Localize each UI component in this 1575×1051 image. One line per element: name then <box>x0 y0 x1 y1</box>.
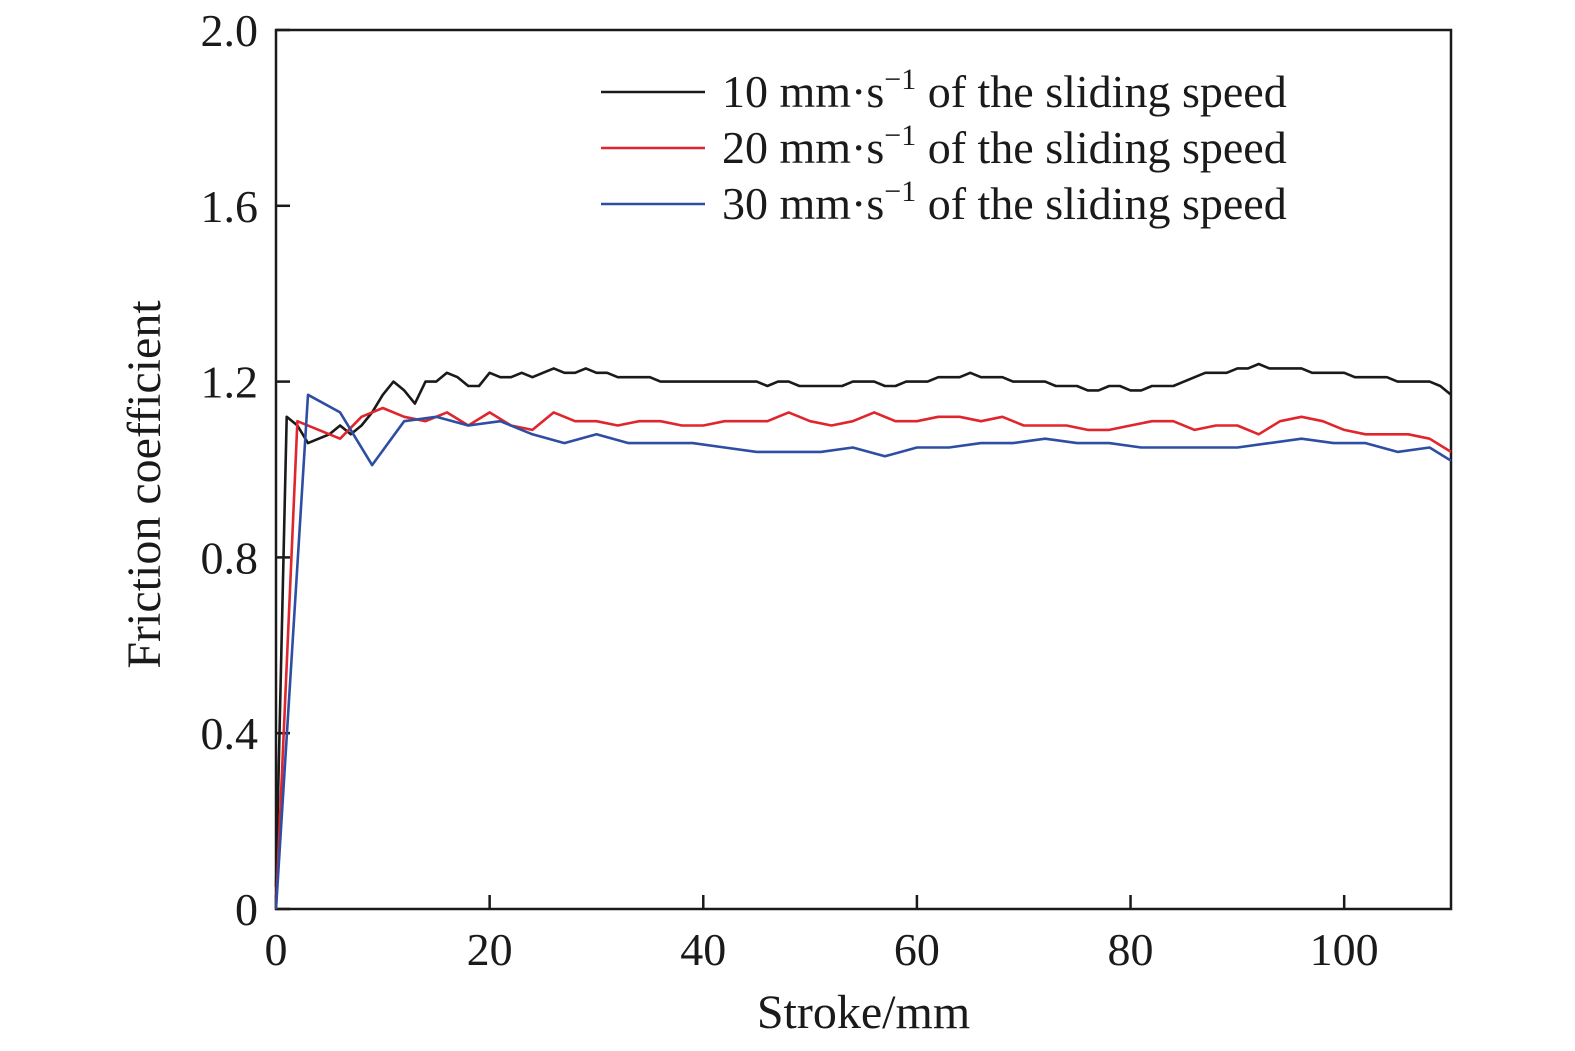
legend-label: 30 mm·s−1 of the sliding speed <box>722 175 1287 229</box>
x-tick-label: 0 <box>265 924 288 975</box>
series-line-3 <box>274 393 1452 910</box>
series-lines <box>274 362 1452 910</box>
legend-item-3: 30 mm·s−1 of the sliding speed <box>601 175 1287 229</box>
y-tick-label: 0.4 <box>201 708 259 759</box>
plot-frame <box>274 28 1453 911</box>
y-tick-label: 2.0 <box>201 5 259 56</box>
y-tick-label: 0.8 <box>201 532 259 583</box>
y-tick-label: 1.2 <box>201 357 259 408</box>
x-tick-label: 100 <box>1310 924 1379 975</box>
x-tick-label: 80 <box>1108 924 1154 975</box>
y-tick-label: 1.6 <box>201 181 259 232</box>
plot-area: 0 20 40 60 80 100 0 0.4 0.8 1.2 1.6 2.0 <box>201 5 1453 975</box>
x-tick-label: 40 <box>680 924 726 975</box>
y-tick-label: 0 <box>235 884 258 935</box>
x-tick-label: 60 <box>894 924 940 975</box>
x-axis-title: Stroke/mm <box>757 986 970 1039</box>
legend-label: 10 mm·s−1 of the sliding speed <box>722 63 1287 117</box>
legend-item-2: 20 mm·s−1 of the sliding speed <box>601 119 1287 173</box>
x-tick-label: 20 <box>467 924 513 975</box>
y-axis-ticks: 0 0.4 0.8 1.2 1.6 2.0 <box>201 5 290 935</box>
series-line-2 <box>274 406 1452 910</box>
legend-label: 20 mm·s−1 of the sliding speed <box>722 119 1287 173</box>
series-line-1 <box>274 362 1452 888</box>
y-axis-title: Friction coefficient <box>118 300 171 669</box>
legend-item-1: 10 mm·s−1 of the sliding speed <box>601 63 1287 117</box>
x-axis-ticks: 0 20 40 60 80 100 <box>265 895 1379 975</box>
